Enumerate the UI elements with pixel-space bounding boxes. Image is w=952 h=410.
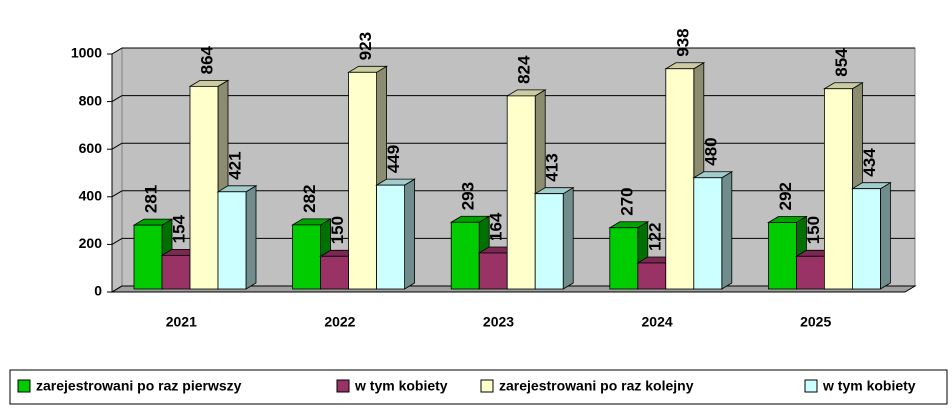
y-tick-label: 0 bbox=[94, 283, 102, 299]
bar bbox=[637, 262, 667, 290]
x-tick-label: 2025 bbox=[800, 314, 831, 330]
bar-side bbox=[721, 171, 733, 290]
grid-line-side bbox=[111, 142, 123, 150]
bar bbox=[133, 224, 163, 290]
y-tick-label: 800 bbox=[79, 92, 103, 108]
data-label: 292 bbox=[776, 182, 795, 210]
data-label: 154 bbox=[169, 214, 188, 243]
grid-line-side bbox=[111, 190, 123, 198]
side-wall bbox=[111, 47, 123, 293]
legend bbox=[9, 369, 948, 405]
data-label: 480 bbox=[701, 137, 720, 165]
data-label: 150 bbox=[328, 216, 347, 244]
grid-line-side bbox=[111, 285, 123, 293]
bar-side bbox=[245, 185, 257, 290]
data-label: 421 bbox=[225, 151, 244, 179]
bar bbox=[320, 255, 350, 290]
grid-line-side bbox=[111, 237, 123, 245]
bar bbox=[161, 254, 191, 290]
bar bbox=[292, 224, 322, 290]
bar-side bbox=[404, 178, 416, 290]
bar bbox=[693, 177, 723, 290]
legend-swatch bbox=[804, 379, 818, 393]
legend-label: w tym kobiety bbox=[354, 378, 448, 394]
data-label: 864 bbox=[197, 45, 216, 74]
bar bbox=[609, 227, 639, 290]
y-tick-label: 200 bbox=[79, 235, 103, 251]
x-tick-label: 2021 bbox=[166, 314, 197, 330]
bar bbox=[217, 191, 247, 290]
x-tick-label: 2023 bbox=[483, 314, 514, 330]
bar-side bbox=[562, 186, 574, 290]
bar bbox=[796, 255, 825, 290]
data-label: 938 bbox=[673, 28, 692, 56]
bar bbox=[450, 221, 480, 290]
x-tick-label: 2024 bbox=[642, 314, 673, 330]
legend-label: w tym kobiety bbox=[822, 378, 916, 394]
legend-label: zarejestrowani po raz pierwszy bbox=[36, 378, 242, 394]
data-label: 150 bbox=[804, 216, 823, 244]
grid-line-side bbox=[111, 95, 123, 103]
data-label: 449 bbox=[384, 145, 403, 173]
bar bbox=[348, 71, 378, 290]
bar bbox=[824, 88, 853, 290]
grid-line-side bbox=[111, 47, 123, 55]
y-tick-label: 400 bbox=[79, 188, 103, 204]
legend-swatch bbox=[480, 379, 494, 393]
data-label: 281 bbox=[141, 185, 160, 213]
bar bbox=[768, 222, 797, 290]
bar-side bbox=[880, 182, 891, 290]
data-label: 122 bbox=[645, 223, 664, 251]
bar bbox=[189, 85, 219, 290]
bar bbox=[534, 193, 564, 290]
data-label: 270 bbox=[617, 187, 636, 215]
bar bbox=[376, 184, 406, 290]
data-label: 923 bbox=[356, 32, 375, 60]
legend-label: zarejestrowani po raz kolejny bbox=[499, 378, 694, 394]
legend-swatch bbox=[17, 379, 31, 393]
x-tick-label: 2022 bbox=[324, 314, 355, 330]
bar bbox=[478, 252, 508, 290]
y-tick-label: 1000 bbox=[71, 45, 102, 61]
data-label: 854 bbox=[832, 48, 851, 77]
data-label: 413 bbox=[543, 153, 562, 181]
bar bbox=[506, 95, 536, 290]
bar bbox=[852, 188, 881, 290]
data-label: 293 bbox=[459, 182, 478, 210]
data-label: 282 bbox=[300, 185, 319, 213]
data-label: 824 bbox=[515, 55, 534, 84]
bar bbox=[665, 68, 695, 290]
data-label: 164 bbox=[487, 212, 506, 241]
legend-swatch bbox=[336, 379, 350, 393]
data-label: 434 bbox=[860, 148, 879, 177]
y-tick-label: 600 bbox=[79, 140, 103, 156]
